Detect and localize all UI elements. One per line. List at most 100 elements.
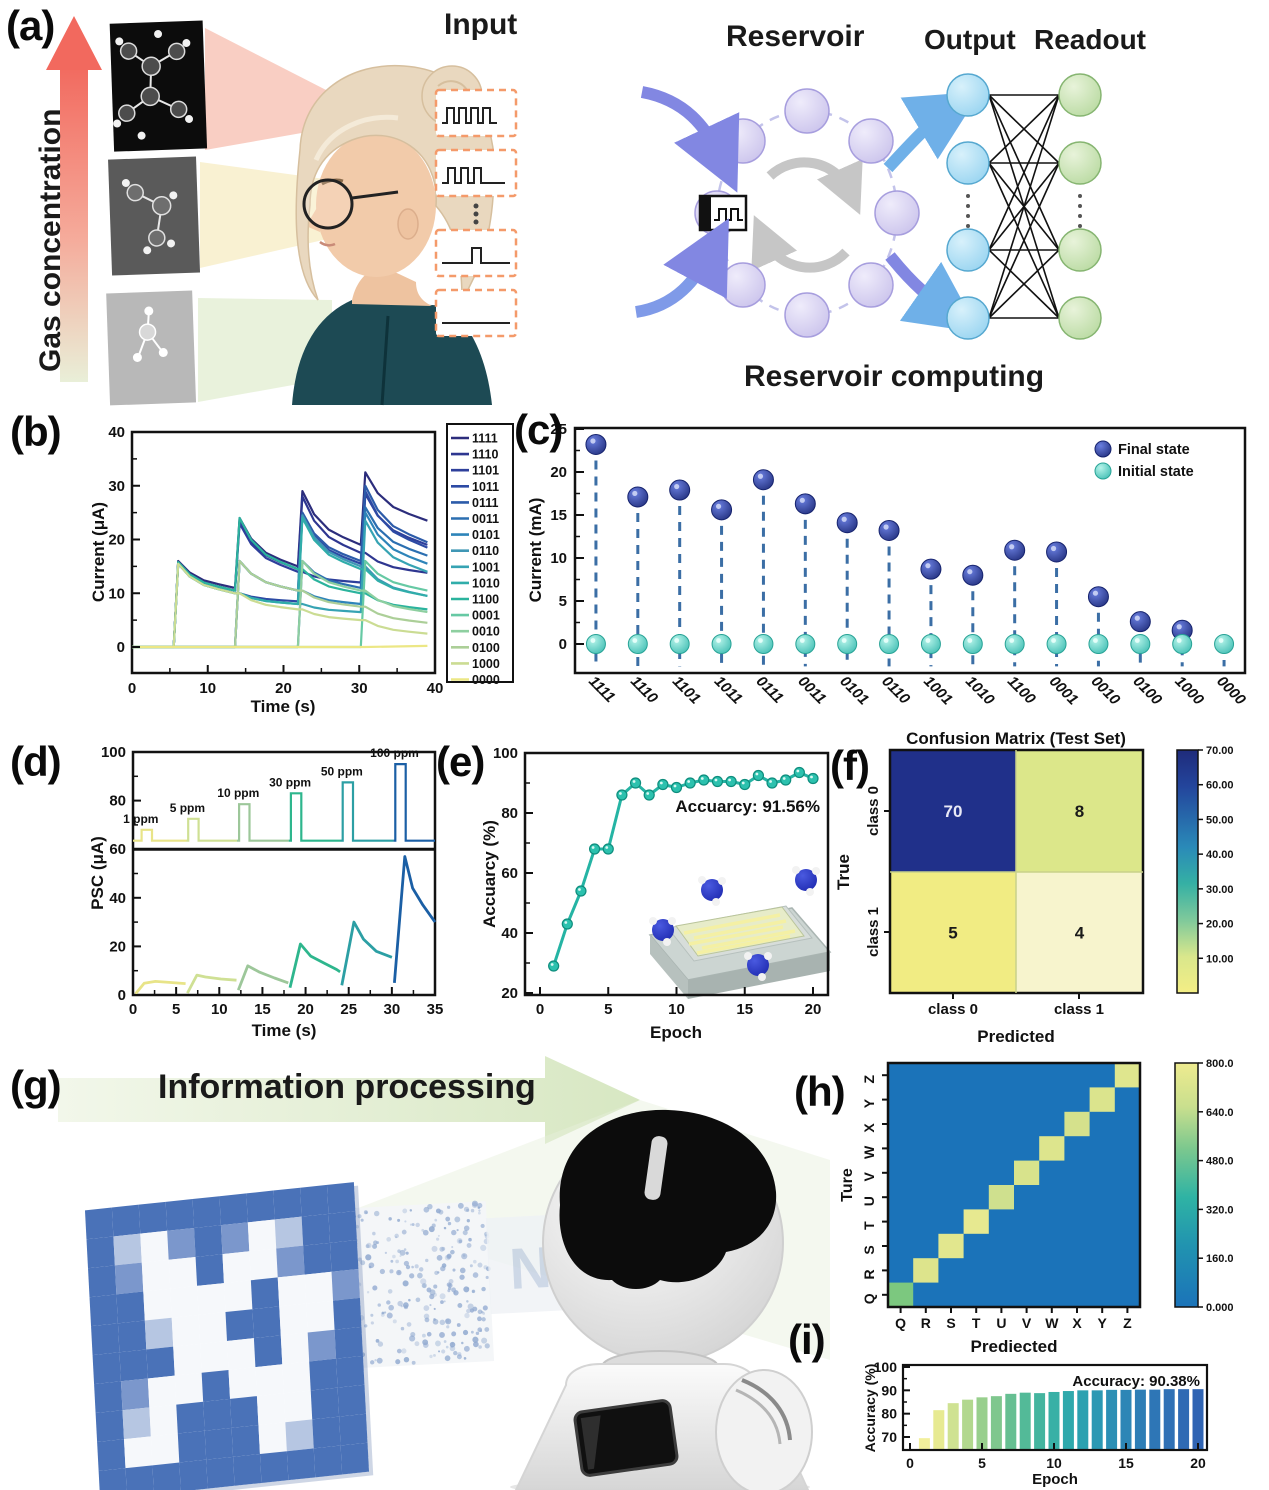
robot-illustration: [510, 1109, 813, 1490]
panel-h-chart: QQRRSSTTUUVVWWXXYYZZTurePrediected800.06…: [839, 1058, 1234, 1356]
svg-text:1011: 1011: [711, 673, 746, 708]
svg-text:320.0: 320.0: [1206, 1204, 1234, 1216]
mosaic-cell: [223, 1280, 253, 1313]
mosaic-cell: [94, 1381, 123, 1414]
cycle-arrow-icon: [751, 215, 850, 273]
mosaic-cell: [84, 1207, 114, 1240]
svg-text:20: 20: [297, 1001, 314, 1018]
svg-text:0001: 0001: [472, 609, 500, 623]
svg-text:Current (μA): Current (μA): [89, 502, 108, 602]
mosaic-cell: [144, 1317, 174, 1350]
svg-text:W: W: [861, 1145, 877, 1159]
mosaic-cell: [300, 1184, 329, 1217]
panel-e-chart: 20 40 60 80 100 0 5 10 15 20 Accuarcy: 91.56% Accua…: [480, 745, 830, 1042]
svg-text:480.0: 480.0: [1206, 1156, 1234, 1168]
mosaic-cell: [219, 1193, 248, 1226]
svg-text:W: W: [1045, 1315, 1059, 1331]
information-processing-heading: Information processing: [158, 1068, 536, 1106]
mosaic-cell: [98, 1468, 128, 1490]
mosaic-cell: [279, 1303, 308, 1336]
svg-text:Z: Z: [1123, 1315, 1132, 1331]
reservoir-diagram: [634, 86, 981, 338]
svg-text:0001: 0001: [1046, 673, 1082, 709]
mosaic-cell: [150, 1433, 180, 1466]
mosaic-cell: [200, 1341, 229, 1373]
svg-text:PSC (μA): PSC (μA): [88, 836, 107, 910]
svg-text:0100: 0100: [472, 641, 500, 655]
output-arrow-icon: [885, 252, 980, 333]
mosaic-cell: [173, 1343, 202, 1376]
mosaic-cell: [116, 1291, 145, 1324]
pixel-mosaic-image: [84, 1182, 370, 1490]
svg-text:Q: Q: [861, 1293, 877, 1304]
mosaic-cell: [259, 1451, 289, 1483]
svg-text:8: 8: [1075, 802, 1084, 821]
svg-text:S: S: [861, 1245, 877, 1254]
svg-text:25: 25: [340, 1001, 357, 1018]
svg-text:20: 20: [108, 532, 125, 549]
svg-text:Y: Y: [861, 1098, 877, 1108]
mosaic-cell: [255, 1364, 284, 1397]
svg-text:35: 35: [427, 1001, 444, 1018]
svg-text:U: U: [996, 1315, 1006, 1331]
glasses-icon: [302, 178, 354, 230]
svg-text:0111: 0111: [472, 496, 498, 510]
mosaic-cell: [280, 1332, 310, 1365]
svg-text:0: 0: [559, 636, 567, 653]
svg-text:40: 40: [109, 890, 126, 907]
svg-text:30: 30: [351, 680, 368, 697]
svg-text:0: 0: [906, 1455, 914, 1471]
svg-text:5: 5: [559, 593, 567, 610]
output-arrow-icon: [883, 91, 981, 173]
panel-i-chart: 70 80 90 100 0 5 10 15 20 Accuracy: 90.38% Accurac…: [862, 1359, 1209, 1488]
mosaic-cell: [195, 1254, 224, 1286]
mosaic-cell: [250, 1277, 280, 1310]
mosaic-cell: [340, 1442, 370, 1475]
svg-text:0: 0: [117, 639, 125, 656]
mosaic-cell: [331, 1268, 360, 1301]
svg-text:10: 10: [108, 585, 125, 602]
robot-visor-icon: [559, 1109, 777, 1289]
panel-b-chart: 0 10 20 30 40 0 10 20 30 40 Current (μA) Time (s) 11…: [89, 423, 514, 716]
svg-text:60: 60: [109, 841, 126, 858]
reservoir-computing-caption: Reservoir computing: [744, 360, 1045, 393]
mosaic-cell: [330, 1239, 359, 1272]
mosaic-cell: [246, 1190, 275, 1223]
svg-text:15: 15: [550, 507, 567, 524]
svg-text:60: 60: [501, 865, 518, 882]
svg-text:100: 100: [101, 744, 126, 761]
mosaic-cell: [326, 1182, 356, 1214]
svg-text:20: 20: [109, 938, 126, 955]
mosaic-cell: [125, 1465, 154, 1490]
panel-g-label: (g): [10, 1062, 62, 1109]
svg-text:80: 80: [109, 793, 126, 810]
svg-text:20: 20: [501, 985, 518, 1002]
svg-text:Initial state: Initial state: [1118, 464, 1194, 480]
svg-text:Accuarcy: 91.56%: Accuarcy: 91.56%: [675, 797, 820, 816]
mosaic-cell: [247, 1219, 277, 1252]
mosaic-cell: [165, 1199, 195, 1231]
mosaic-cell: [146, 1346, 175, 1379]
mosaic-cell: [273, 1187, 302, 1220]
molecule-panel-mid: [108, 156, 201, 276]
mosaic-cell: [256, 1393, 286, 1426]
svg-text:40: 40: [501, 925, 518, 942]
svg-text:1101: 1101: [669, 673, 704, 708]
reservoir-label: Reservoir: [726, 20, 865, 53]
svg-text:40.00: 40.00: [1206, 849, 1234, 861]
svg-text:class 0: class 0: [865, 786, 882, 836]
svg-text:15: 15: [736, 1001, 753, 1018]
mosaic-cell: [119, 1349, 148, 1382]
mosaic-cell: [339, 1413, 368, 1446]
svg-text:1001: 1001: [472, 560, 500, 574]
svg-text:10: 10: [668, 1001, 685, 1018]
mosaic-cell: [138, 1201, 168, 1234]
svg-text:Ture: Ture: [839, 1168, 856, 1202]
svg-text:Current (mA): Current (mA): [526, 498, 545, 603]
mosaic-cell: [114, 1262, 144, 1295]
mosaic-cell: [231, 1425, 260, 1457]
svg-text:0.000: 0.000: [1206, 1302, 1234, 1314]
mosaic-cell: [230, 1396, 259, 1428]
mosaic-cell: [117, 1320, 147, 1353]
